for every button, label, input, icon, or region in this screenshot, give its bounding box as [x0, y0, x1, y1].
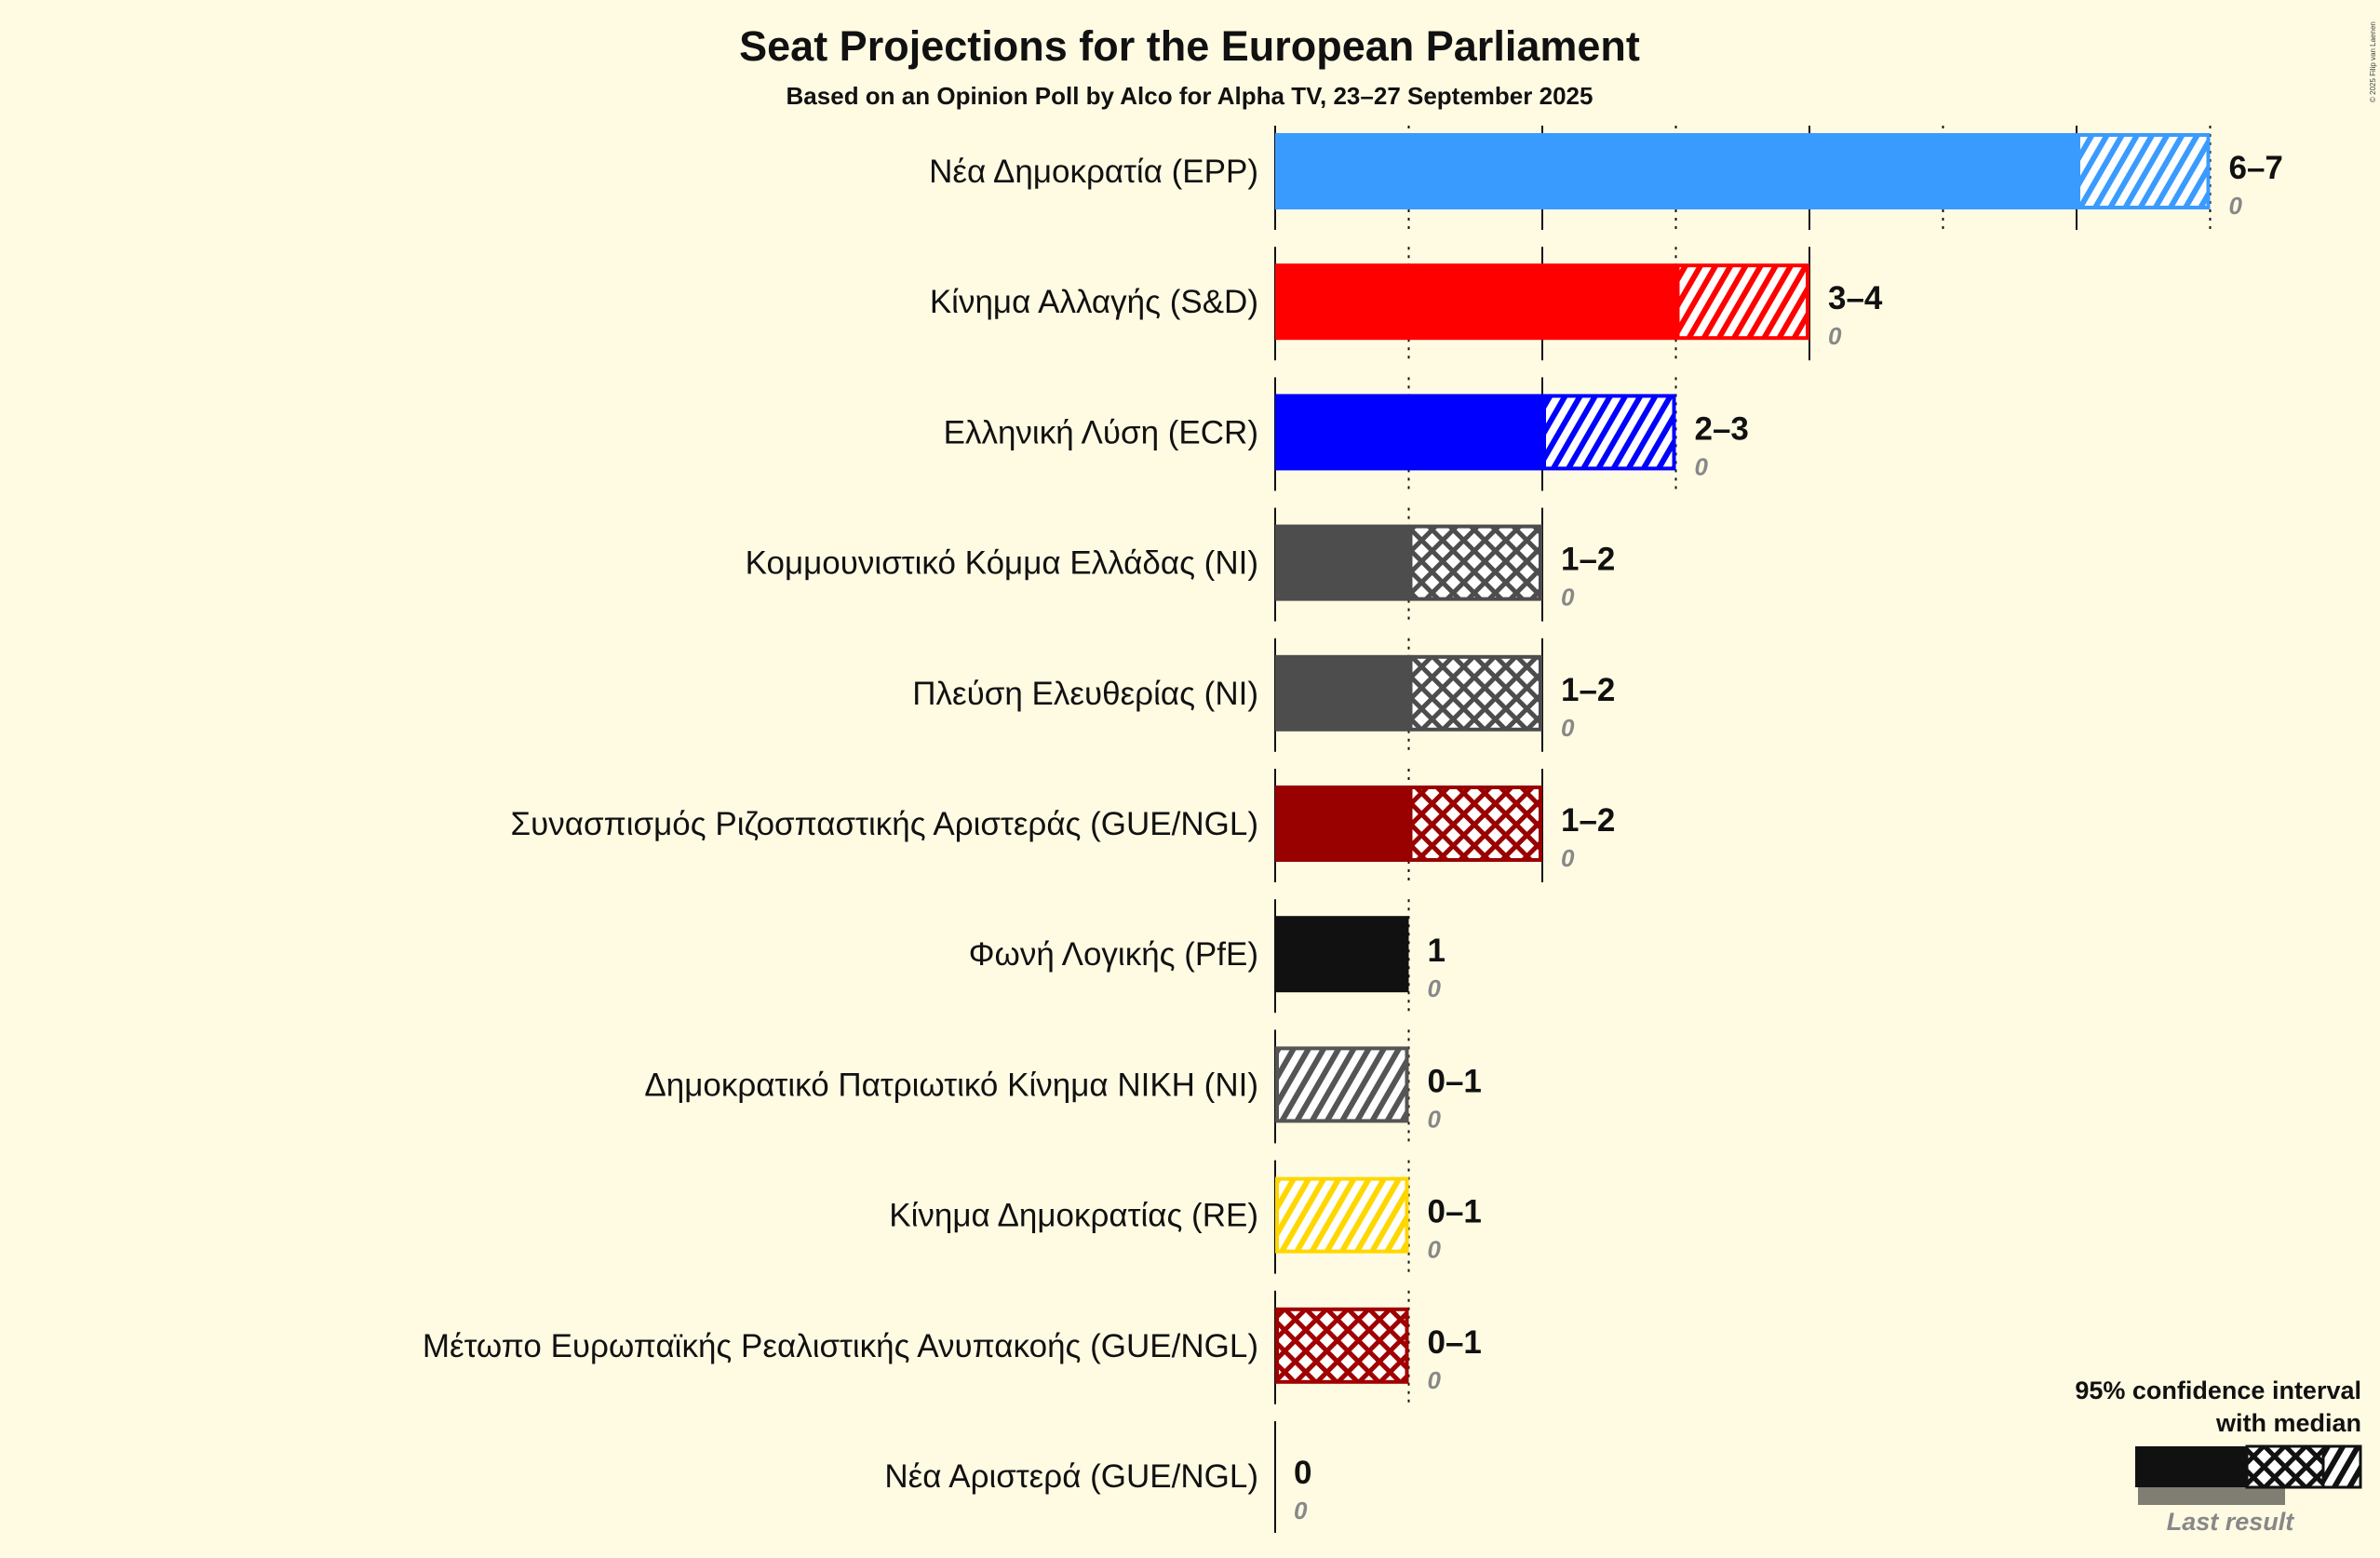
bar-hatch: [1675, 263, 1809, 341]
bar-solid: [1275, 524, 1409, 601]
party-label: Μέτωπο Ευρωπαϊκής Ρεαλιστικής Ανυπακοής …: [423, 1328, 1258, 1364]
bar-crosshatch: [1408, 654, 1542, 732]
bar-hatch: [1542, 394, 1676, 471]
range-label: 6–7: [2229, 150, 2283, 186]
party-label: Πλεύση Ελευθερίας (NI): [912, 676, 1258, 712]
party-row: Δημοκρατικό Πατριωτικό Κίνημα ΝΙΚΗ (NI) 0…: [644, 1046, 1482, 1133]
bar-solid: [1275, 916, 1409, 993]
legend-line2: with median: [2215, 1409, 2361, 1437]
party-row: Νέα Δημοκρατία (EPP) 6–7 0: [929, 133, 2283, 220]
last-result-label: 0: [1828, 322, 1842, 350]
last-result-label: 0: [1561, 584, 1575, 611]
last-result-label: 0: [1294, 1497, 1308, 1524]
party-label: Νέα Δημοκρατία (EPP): [929, 154, 1258, 190]
last-result-label: 0: [1428, 974, 1442, 1002]
bar-solid: [1275, 133, 2077, 209]
last-result-label: 0: [1428, 1236, 1442, 1264]
party-row: Ελληνική Λύση (ECR) 2–3 0: [944, 394, 1749, 480]
party-row: Φωνή Λογικής (PfE) 1 0: [969, 916, 1445, 1002]
bar-crosshatch: [1408, 524, 1542, 601]
legend-last-result-bar: [2138, 1487, 2285, 1505]
last-result-label: 0: [1428, 1366, 1442, 1394]
party-row: Κίνημα Αλλαγής (S&D) 3–4 0: [930, 263, 1883, 350]
last-result-label: 0: [2229, 192, 2243, 220]
last-result-label: 0: [1561, 844, 1575, 872]
party-row: Συνασπισμός Ριζοσπαστικής Αριστεράς (GUE…: [511, 786, 1615, 872]
range-label: 0: [1294, 1455, 1311, 1491]
party-label: Ελληνική Λύση (ECR): [944, 414, 1258, 450]
last-result-label: 0: [1695, 452, 1709, 480]
legend-hatch: [2321, 1444, 2362, 1489]
chart-title: Seat Projections for the European Parlia…: [739, 22, 1640, 70]
range-label: 0–1: [1428, 1063, 1482, 1099]
party-label: Νέα Αριστερά (GUE/NGL): [884, 1458, 1258, 1495]
bar-crosshatch: [1408, 786, 1542, 862]
range-label: 1–2: [1561, 542, 1615, 578]
bar-solid: [1275, 394, 1542, 471]
party-label: Δημοκρατικό Πατριωτικό Κίνημα ΝΙΚΗ (NI): [644, 1067, 1258, 1103]
party-row: Μέτωπο Ευρωπαϊκής Ρεαλιστικής Ανυπακοής …: [423, 1307, 1482, 1394]
bar-hatch: [1275, 1176, 1409, 1254]
party-label: Κίνημα Αλλαγής (S&D): [930, 284, 1258, 320]
party-label: Κομμουνιστικό Κόμμα Ελλάδας (NI): [746, 545, 1258, 582]
legend-solid: [2135, 1446, 2247, 1487]
legend-crosshatch: [2245, 1444, 2325, 1489]
legend: 95% confidence interval with median Last…: [2075, 1377, 2362, 1536]
bar-solid: [1275, 263, 1676, 341]
legend-line1: 95% confidence interval: [2075, 1377, 2361, 1404]
chart-subtitle: Based on an Opinion Poll by Alco for Alp…: [787, 82, 1593, 110]
party-row: Νέα Αριστερά (GUE/NGL) 0 0: [884, 1455, 1311, 1524]
party-label: Κίνημα Δημοκρατίας (RE): [889, 1198, 1258, 1234]
party-row: Κίνημα Δημοκρατίας (RE) 0–1 0: [889, 1176, 1482, 1264]
party-row: Πλεύση Ελευθερίας (NI) 1–2 0: [912, 654, 1615, 742]
party-row: Κομμουνιστικό Κόμμα Ελλάδας (NI) 1–2 0: [746, 524, 1615, 611]
legend-last-result-label: Last result: [2167, 1508, 2295, 1536]
range-label: 0–1: [1428, 1324, 1482, 1361]
range-label: 2–3: [1695, 410, 1749, 447]
range-label: 1–2: [1561, 802, 1615, 839]
copyright: © 2025 Filip van Laenen: [2369, 21, 2377, 102]
range-label: 1: [1428, 933, 1445, 969]
bar-hatch: [1275, 1046, 1409, 1123]
last-result-label: 0: [1561, 714, 1575, 742]
bar-crosshatch: [1275, 1307, 1409, 1384]
party-label: Συνασπισμός Ριζοσπαστικής Αριστεράς (GUE…: [511, 806, 1259, 842]
party-label: Φωνή Λογικής (PfE): [969, 936, 1258, 973]
bar-solid: [1275, 786, 1409, 862]
range-label: 0–1: [1428, 1194, 1482, 1230]
last-result-label: 0: [1428, 1105, 1442, 1133]
bar-solid: [1275, 654, 1409, 732]
bar-hatch: [2077, 133, 2211, 209]
range-label: 3–4: [1828, 280, 1883, 316]
range-label: 1–2: [1561, 672, 1615, 708]
